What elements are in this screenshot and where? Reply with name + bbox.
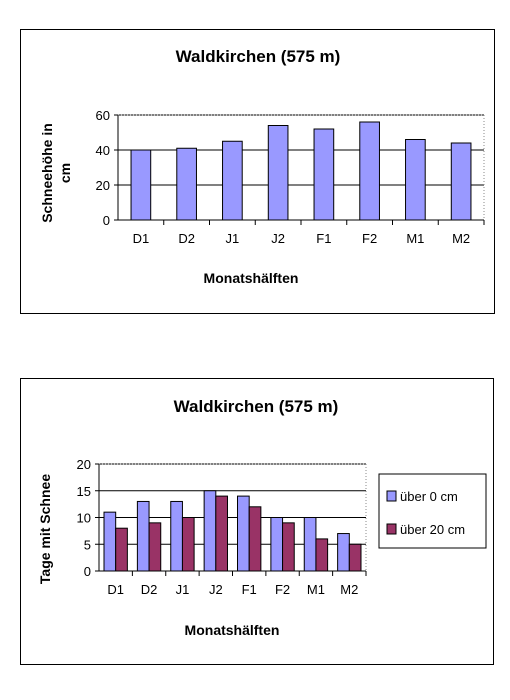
bar <box>215 495 228 572</box>
bar <box>237 495 250 572</box>
plot-area: 0 20 40 60 D1 D2 J1 J2 F1 F2 M1 M2 <box>96 108 485 246</box>
legend-swatch <box>386 523 397 535</box>
x-tick-label: J1 <box>226 231 240 246</box>
x-tick-label: M1 <box>406 231 424 246</box>
y-tick-label: 15 <box>77 484 91 499</box>
x-tick-label: D2 <box>178 231 195 246</box>
x-tick-label: D2 <box>141 582 158 597</box>
y-tick-label: 60 <box>96 108 110 123</box>
bar <box>315 538 329 572</box>
bar <box>130 149 152 221</box>
bar <box>337 533 350 572</box>
bar <box>222 140 243 221</box>
snow-days-chart: Waldkirchen (575 m) Monatshälften Tage m… <box>37 397 487 638</box>
legend-label: über 0 cm <box>400 489 458 504</box>
bar <box>103 511 117 572</box>
x-tick-label: M2 <box>340 582 358 597</box>
y-tick-label: 20 <box>77 457 91 472</box>
y-tick-label: 0 <box>84 564 91 579</box>
x-tick-label: D1 <box>107 582 124 597</box>
legend-label: über 20 cm <box>400 522 465 537</box>
bar <box>348 543 362 572</box>
y-tick-label: 5 <box>84 537 91 552</box>
x-tick-label: J1 <box>176 582 190 597</box>
snow-depth-chart: Waldkirchen (575 m) Monatshälften Schnee… <box>39 47 485 286</box>
x-tick-label: F1 <box>316 231 331 246</box>
y-tick-label: 10 <box>77 511 91 526</box>
bar <box>115 527 128 572</box>
chart-panel-snow-days: Waldkirchen (575 m) Monatshälften Tage m… <box>20 378 494 665</box>
chart-title: Waldkirchen (575 m) <box>176 47 341 66</box>
bar <box>176 147 197 221</box>
bar <box>405 139 426 221</box>
y-tick-label: 20 <box>96 178 110 193</box>
x-axis-label: Monatshälften <box>204 270 299 286</box>
x-tick-label: D1 <box>133 231 150 246</box>
bar <box>270 517 284 572</box>
y-tick-label: 0 <box>103 213 110 228</box>
bar <box>313 128 335 221</box>
bar <box>136 500 150 572</box>
bar <box>450 142 472 221</box>
chart-panel-snow-depth: Waldkirchen (575 m) Monatshälften Schnee… <box>20 29 495 314</box>
chart-title: Waldkirchen (575 m) <box>174 397 339 416</box>
x-tick-label: F1 <box>242 582 257 597</box>
bar <box>248 506 262 572</box>
x-tick-label: M2 <box>452 231 470 246</box>
legend-swatch <box>386 490 397 502</box>
y-axis-label: Schneehöhe in cm <box>39 123 73 223</box>
x-tick-label: J2 <box>209 582 223 597</box>
bar <box>303 517 317 572</box>
bar <box>148 522 162 572</box>
y-tick-label: 40 <box>96 143 110 158</box>
y-axis-label: Tage mit Schnee <box>37 474 53 584</box>
legend: über 0 cm über 20 cm <box>378 473 487 549</box>
x-axis-label: Monatshälften <box>185 622 280 638</box>
bar <box>170 500 183 572</box>
y-axis-label-line: Schneehöhe in <box>39 123 55 223</box>
x-tick-label: F2 <box>275 582 290 597</box>
bar <box>203 490 217 572</box>
bar <box>181 517 195 572</box>
y-axis-label-line: cm <box>57 163 73 183</box>
x-tick-label: F2 <box>362 231 377 246</box>
plot-area: 0 5 10 15 20 D1 D2 J1 J2 F1 F2 M1 M2 <box>77 457 367 597</box>
bar <box>359 121 380 221</box>
bar <box>282 522 295 572</box>
bar <box>267 125 289 221</box>
legend-box <box>378 473 487 549</box>
x-tick-label: J2 <box>271 231 285 246</box>
x-tick-label: M1 <box>307 582 325 597</box>
